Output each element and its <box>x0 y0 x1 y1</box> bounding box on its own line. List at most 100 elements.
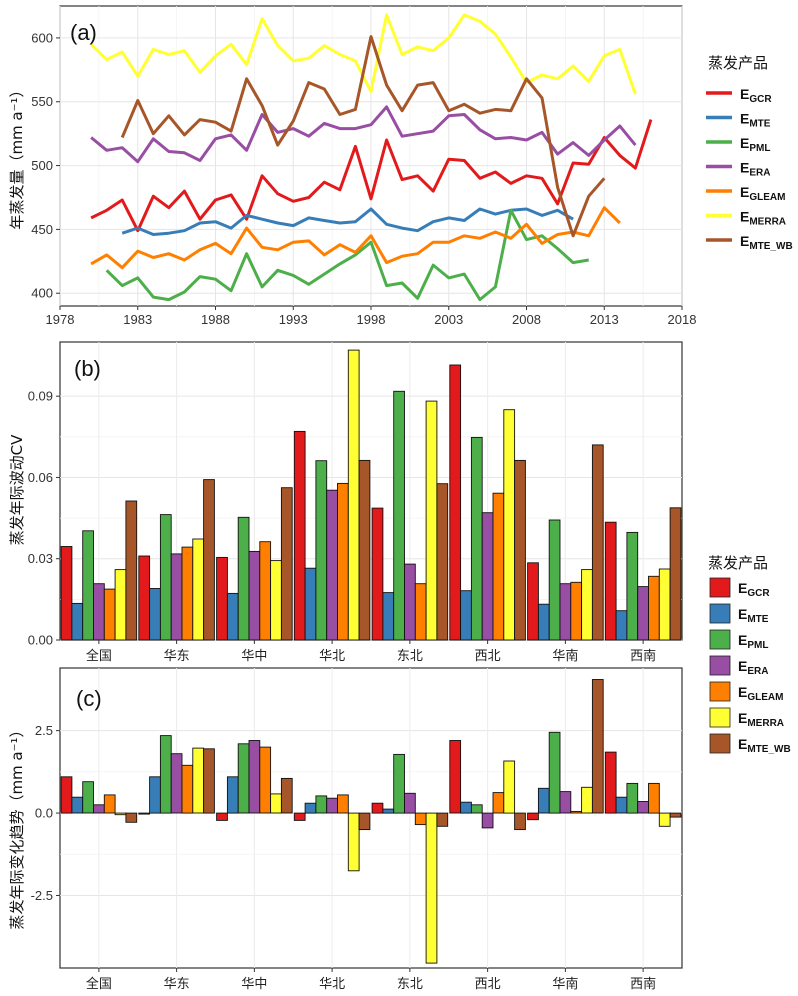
bar-e-merra <box>270 793 282 814</box>
legend-swatch-e-merra <box>709 707 731 728</box>
bar-e-merra <box>347 812 360 872</box>
bar-e-merra <box>192 747 205 814</box>
bar-e-mte-wb <box>669 812 682 818</box>
legend-label-e-gcr: EGCR <box>738 580 770 599</box>
bar-e-era <box>481 512 494 641</box>
panel-a-x-tick-label: 2013 <box>590 312 619 327</box>
bar-e-gcr <box>449 364 462 641</box>
legend-swatch-e-mte <box>709 603 731 624</box>
panel-c-y-axis-title: 蒸发年际变化趋势（mm a⁻¹） <box>8 722 26 929</box>
bar-e-mte-wb <box>436 483 449 641</box>
bar-e-era <box>326 797 338 814</box>
bar-e-mte <box>149 776 161 814</box>
panel-b-category-label: 华北 <box>319 649 345 664</box>
panel-b-ticks: 0.00 0.03 0.06 0.09 全国 华东 华中 华北 东北 西北 华南 西南 <box>28 389 656 664</box>
bar-e-pml <box>237 743 250 814</box>
bar-e-gcr <box>604 521 617 641</box>
bar-e-era <box>248 550 261 641</box>
bar-e-gcr <box>293 430 306 641</box>
legend-label-e-pml: EPML <box>738 632 768 651</box>
bar-e-era <box>248 740 261 814</box>
bar-e-mte-wb <box>436 812 449 827</box>
panel-c-category-label: 东北 <box>397 977 423 992</box>
bar-e-mte-wb <box>358 812 371 831</box>
panel-a-x-tick-label: 1998 <box>357 312 386 327</box>
panel-b-y-axis-title: 蒸发年际波动CV <box>8 434 26 545</box>
panel-a-series <box>90 13 653 302</box>
bar-e-mte-wb <box>591 679 604 814</box>
panel-c-frame <box>59 667 683 969</box>
bar-e-mte <box>537 787 550 814</box>
bar-e-pml <box>237 516 250 641</box>
bar-e-mte <box>382 592 395 641</box>
panel-c-category-label: 全国 <box>86 976 112 992</box>
bar-e-gleam <box>181 764 194 814</box>
panel-b-category-label: 华南 <box>552 648 578 664</box>
bar-e-pml <box>159 514 172 641</box>
bar-e-mte <box>149 588 161 641</box>
legend-swatch-e-era <box>709 655 731 676</box>
panel-a-x-tick-label: 1988 <box>201 312 230 327</box>
bar-e-pml <box>82 530 94 641</box>
legend-label-e-merra: EMERRA <box>740 209 786 228</box>
panel-b-category-label: 西南 <box>630 648 656 664</box>
bar-e-gleam <box>414 812 427 826</box>
panel-c-category-label: 西北 <box>475 977 501 992</box>
bar-e-mte-wb <box>203 479 215 641</box>
panel-c-label: (c) <box>76 686 102 711</box>
bar-e-merra <box>581 786 593 814</box>
panel-c-bars <box>60 679 682 964</box>
bar-e-era <box>170 753 183 814</box>
panel-c-y-tick-label: -2.5 <box>31 888 53 903</box>
bar-e-merra <box>581 569 593 641</box>
bar-e-gcr <box>527 562 539 641</box>
panel-b-category-label: 华中 <box>241 649 267 664</box>
legend-label-e-mte: EMTE <box>738 606 769 625</box>
legend-swatch-e-gcr <box>709 577 731 598</box>
bar-e-mte <box>460 801 472 814</box>
panel-b-y-tick-label: 0.00 <box>28 633 53 648</box>
bar-e-mte-wb <box>280 487 293 641</box>
panel-a-x-tick-label: 1978 <box>46 312 75 327</box>
bar-e-merra <box>658 812 671 827</box>
legend-b-title: 蒸发产品 <box>708 554 768 572</box>
bar-e-era <box>481 812 494 829</box>
bar-e-gleam <box>648 782 660 814</box>
series-line-e-gleam <box>90 206 621 270</box>
bar-e-pml <box>315 460 328 641</box>
panel-c-category-label: 西南 <box>630 976 656 992</box>
bar-e-gleam <box>492 492 505 641</box>
bar-e-era <box>93 804 105 814</box>
bar-e-pml <box>548 519 561 641</box>
bar-e-gleam <box>103 794 116 814</box>
bar-e-merra <box>658 568 671 641</box>
panel-b-y-tick-label: 0.09 <box>28 389 53 404</box>
bar-e-merra <box>425 400 438 641</box>
bar-e-gcr <box>216 812 228 821</box>
bar-e-merra <box>270 560 282 641</box>
panel-c-category-label: 华北 <box>319 977 345 992</box>
bar-e-gcr <box>371 507 384 641</box>
series-line-e-mte <box>121 207 574 236</box>
bar-e-pml <box>159 735 172 814</box>
bar-e-mte <box>537 603 550 641</box>
panel-c-category-label: 华南 <box>552 976 578 992</box>
bar-e-gcr <box>293 812 306 821</box>
legend-panel-bc: 蒸发产品 EGCR EMTE EPML EERA EGLEAM EMERRA EMTE_WB <box>708 554 791 755</box>
bar-e-mte <box>460 590 472 641</box>
bar-e-gcr <box>60 776 73 814</box>
bar-e-era <box>326 489 338 641</box>
panel-c-bar-chart: -2.5 0.0 2.5 全国 华东 华中 华北 东北 西北 华南 西南 (c) 蒸发年际变化趋势（… <box>8 667 683 992</box>
bar-e-mte-wb <box>591 444 604 641</box>
panel-b-bars <box>60 349 682 641</box>
bar-e-pml <box>470 436 483 641</box>
panel-c-y-tick-label: 2.5 <box>35 723 53 738</box>
bar-e-pml <box>82 781 94 814</box>
panel-c-category-label: 华东 <box>164 977 190 992</box>
panel-b-bar-chart: 0.00 0.03 0.06 0.09 全国 华东 华中 华北 东北 西北 华南 西南 (b) 蒸发年… <box>8 341 683 664</box>
panel-a-x-tick-label: 2003 <box>434 312 463 327</box>
bar-e-mte-wb <box>125 812 138 823</box>
legend-label-e-mte-wb: EMTE_WB <box>740 233 793 252</box>
bar-e-gleam <box>492 792 505 814</box>
